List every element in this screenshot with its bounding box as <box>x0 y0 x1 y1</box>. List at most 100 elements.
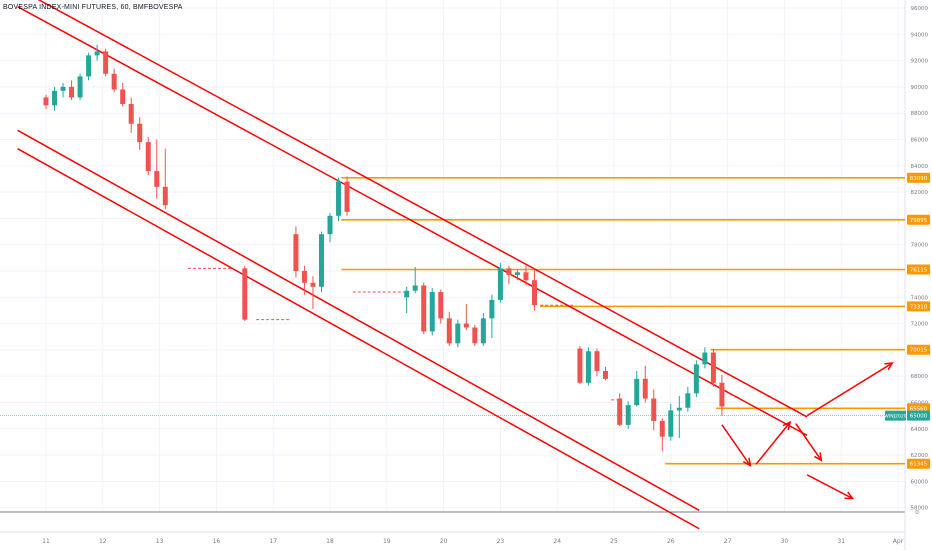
price-tick-label: 72000 <box>911 322 929 328</box>
candle-body <box>659 420 665 437</box>
time-axis[interactable]: 11 12 13 16 17 18 19 20 23 24 25 26 27 30 31 Apr <box>42 538 904 545</box>
level-price-label: 73310 <box>910 304 928 310</box>
arrow-head <box>813 452 823 462</box>
channel-line <box>17 129 700 511</box>
level-price-badge <box>907 172 930 183</box>
price-tick-label: 88000 <box>911 111 929 117</box>
time-tick-label: 24 <box>553 538 561 545</box>
price-tick-label: 92000 <box>911 59 929 65</box>
candle-body <box>52 90 58 106</box>
price-tick-label: 94000 <box>911 32 929 38</box>
candle-body <box>242 268 248 320</box>
time-tick-label: 17 <box>269 538 277 545</box>
candle-body <box>676 407 682 411</box>
candle-body <box>103 51 109 74</box>
candle-body <box>651 398 657 421</box>
time-tick-label: 13 <box>156 538 164 545</box>
candle-body <box>404 290 410 298</box>
level-price-label: 61345 <box>910 462 928 468</box>
candle-body <box>594 351 600 371</box>
price-labels: 83090 79895 76115 73310 70015 65560 61345 65000… <box>884 172 930 469</box>
channel-line <box>37 0 808 418</box>
candle-body <box>617 398 623 425</box>
candle-body <box>344 181 350 212</box>
candle-body <box>514 272 520 275</box>
projection-arrows <box>721 362 894 500</box>
candle-body <box>94 51 100 56</box>
candle-body <box>438 292 444 319</box>
candle-body <box>489 299 495 319</box>
arrow-shaft <box>755 421 791 465</box>
level-price-badge <box>907 301 930 312</box>
time-tick-label: 31 <box>837 538 845 545</box>
candle-body <box>693 364 699 394</box>
level-price-badge <box>907 214 930 225</box>
candle-body <box>162 186 168 206</box>
candle-body <box>43 97 49 106</box>
session-gap-lines <box>188 267 617 401</box>
candle-body <box>77 76 83 98</box>
candle-body <box>336 181 342 216</box>
candle-body <box>60 86 66 91</box>
candle-body <box>625 405 631 425</box>
arrow-head <box>742 457 752 468</box>
price-tick-label: 58000 <box>911 506 929 512</box>
candle-body <box>531 280 537 306</box>
time-tick-label: 23 <box>497 538 505 545</box>
candle-body <box>497 268 503 300</box>
candle-body <box>472 327 478 344</box>
candle-body <box>301 271 307 283</box>
arrow-shaft <box>721 424 751 467</box>
candle-body <box>523 272 529 281</box>
price-tick-label: 84000 <box>911 164 929 170</box>
price-tick-label: 62000 <box>911 453 929 459</box>
current-price-badge <box>907 410 930 421</box>
candle-body <box>145 142 151 172</box>
time-tick-label: 16 <box>213 538 221 545</box>
time-tick-label: 18 <box>326 538 334 545</box>
candle-body <box>137 123 143 143</box>
time-tick-label: 26 <box>667 538 675 545</box>
candle-body <box>463 323 469 328</box>
price-tick-label: 68000 <box>911 374 929 380</box>
candle-body <box>293 234 299 271</box>
arrow-head <box>884 362 894 371</box>
candle-body <box>602 370 608 379</box>
time-tick-label: 30 <box>781 538 789 545</box>
candle-body <box>480 318 486 344</box>
time-tick-label: 20 <box>440 538 448 545</box>
symbol-badge <box>885 410 906 421</box>
chart-title: BOVESPA INDEX-MINI FUTURES, 60, BMFBOVES… <box>3 4 183 11</box>
level-price-label: 65560 <box>910 406 928 412</box>
level-price-label: 76115 <box>910 267 928 273</box>
price-tick-label: 86000 <box>911 138 929 144</box>
candle-body <box>318 234 324 287</box>
channel-line <box>17 6 808 437</box>
price-tick-label: 82000 <box>911 190 929 196</box>
chart-grid <box>0 0 905 512</box>
candle-body <box>710 352 716 383</box>
level-price-badge <box>907 344 930 355</box>
price-tick-label: 96000 <box>911 6 929 12</box>
candle-body <box>429 292 435 332</box>
descending-channel <box>17 0 808 530</box>
candle-body <box>421 285 427 332</box>
candle-body <box>86 55 92 77</box>
candle-body <box>327 215 333 235</box>
candle-body <box>685 393 691 408</box>
level-price-label: 83090 <box>910 176 928 182</box>
price-axis[interactable]: 96000 94000 92000 90000 88000 86000 84000 82000… <box>911 6 929 516</box>
candlestick-series <box>43 44 725 452</box>
price-tick-label: 74000 <box>911 295 929 301</box>
time-tick-label: Apr <box>893 538 904 545</box>
time-tick-label: 11 <box>42 538 50 545</box>
arrow-shaft <box>806 474 853 500</box>
level-price-badge <box>907 458 930 469</box>
time-tick-label: 25 <box>610 538 618 545</box>
candle-body <box>577 348 583 383</box>
candle-body <box>412 285 418 291</box>
candle-body <box>446 318 452 344</box>
candle-body <box>111 73 117 90</box>
candle-body <box>634 378 640 406</box>
